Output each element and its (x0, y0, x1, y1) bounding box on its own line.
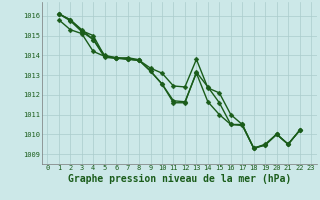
X-axis label: Graphe pression niveau de la mer (hPa): Graphe pression niveau de la mer (hPa) (68, 174, 291, 184)
